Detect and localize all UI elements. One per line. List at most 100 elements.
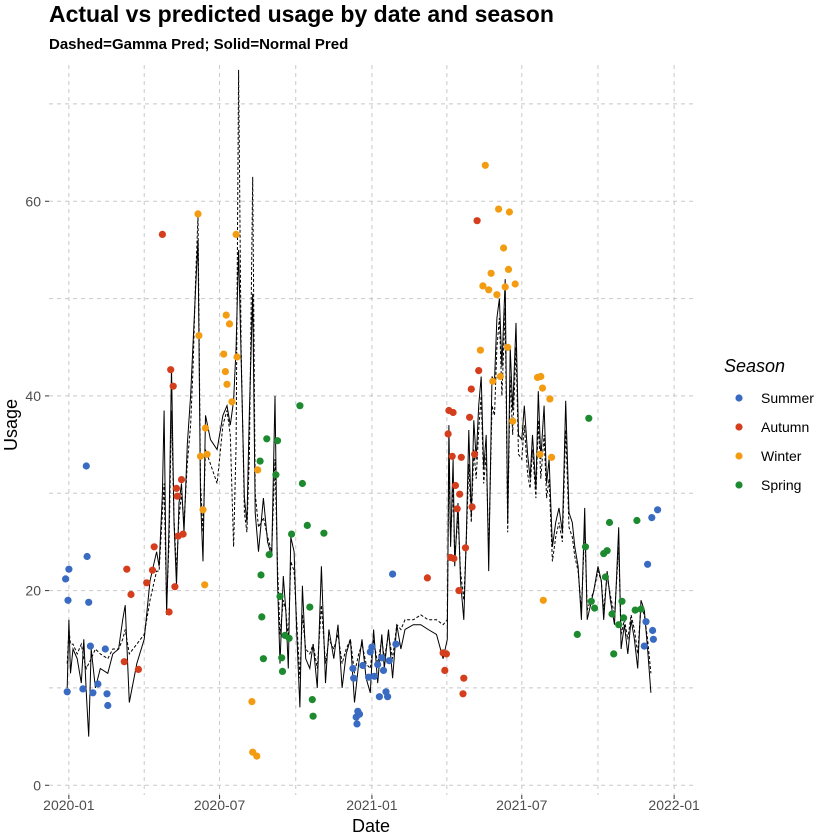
point-winter — [539, 596, 547, 604]
point-winter — [221, 368, 229, 376]
point-autumn — [165, 608, 173, 616]
point-autumn — [450, 554, 458, 563]
point-spring — [615, 621, 623, 629]
legend-key-winter — [735, 452, 743, 460]
point-autumn — [453, 505, 461, 513]
point-summer — [370, 672, 378, 680]
point-spring — [256, 457, 264, 465]
point-autumn — [169, 382, 177, 390]
point-winter — [487, 269, 495, 277]
legend-key-autumn — [735, 423, 743, 431]
point-winter — [220, 350, 228, 358]
point-summer — [359, 661, 367, 670]
point-winter — [225, 320, 234, 328]
legend-key-summer — [735, 394, 743, 402]
point-summer — [368, 643, 376, 651]
data-points — [62, 161, 662, 760]
point-winter — [222, 311, 230, 319]
point-summer — [65, 565, 73, 573]
point-summer — [640, 642, 648, 650]
legend-label-spring: Spring — [761, 477, 801, 493]
point-spring — [273, 437, 282, 445]
point-autumn — [179, 530, 187, 538]
point-winter — [495, 205, 503, 213]
point-autumn — [457, 453, 465, 461]
point-winter — [504, 343, 512, 351]
legend-title: Season — [724, 356, 785, 376]
gamma-prediction-line — [66, 69, 652, 679]
point-winter — [511, 280, 519, 288]
point-autumn — [444, 430, 452, 438]
point-autumn — [475, 367, 483, 375]
point-spring — [258, 613, 266, 621]
point-summer — [649, 635, 658, 643]
point-autumn — [172, 484, 181, 492]
point-autumn — [148, 566, 157, 574]
point-spring — [263, 435, 271, 443]
point-spring — [610, 650, 618, 658]
point-spring — [581, 543, 590, 551]
grid-lines — [49, 65, 694, 795]
legend-key-spring — [735, 481, 743, 489]
legend-label-autumn: Autumn — [761, 419, 809, 435]
point-summer — [365, 673, 373, 681]
y-axis-title: Usage — [1, 399, 21, 451]
chart-subtitle: Dashed=Gamma Pred; Solid=Normal Pred — [49, 36, 348, 53]
point-spring — [620, 614, 628, 622]
point-summer — [642, 618, 650, 626]
point-autumn — [471, 450, 479, 458]
point-spring — [573, 630, 581, 639]
point-spring — [259, 655, 267, 663]
point-summer — [384, 693, 392, 701]
point-autumn — [461, 544, 470, 552]
point-autumn — [177, 476, 186, 484]
point-winter — [253, 752, 261, 760]
point-summer — [355, 710, 364, 718]
point-spring — [265, 551, 273, 559]
legend: Season Summer Autumn Winter Spring — [724, 356, 814, 493]
point-winter — [248, 698, 256, 706]
point-spring — [320, 529, 328, 537]
point-autumn — [127, 590, 135, 599]
point-winter — [546, 395, 554, 403]
point-winter — [536, 450, 544, 458]
point-winter — [195, 332, 203, 340]
point-spring — [608, 610, 616, 618]
point-summer — [79, 685, 87, 693]
point-spring — [618, 597, 626, 605]
point-winter — [537, 372, 545, 381]
point-winter — [538, 384, 547, 392]
point-autumn — [150, 543, 158, 551]
point-spring — [276, 592, 284, 601]
point-summer — [82, 462, 90, 470]
point-spring — [278, 654, 286, 662]
point-autumn — [123, 565, 131, 573]
point-autumn — [120, 658, 128, 666]
point-summer — [85, 598, 93, 606]
point-spring — [272, 471, 280, 479]
point-autumn — [173, 492, 181, 500]
point-autumn — [167, 366, 175, 374]
point-winter — [254, 466, 262, 474]
point-spring — [605, 518, 614, 527]
x-axis-ticks: 2020-01 2020-07 2021-01 2021-07 2022-01 — [43, 795, 700, 813]
point-winter — [493, 291, 501, 299]
point-winter — [505, 208, 513, 216]
point-summer — [654, 506, 662, 514]
x-tick-label: 2021-07 — [496, 797, 548, 813]
point-autumn — [468, 503, 476, 511]
point-spring — [309, 712, 317, 720]
point-autumn — [456, 490, 464, 498]
x-tick-label: 2020-01 — [43, 797, 95, 813]
x-axis-title: Date — [352, 816, 390, 836]
x-tick-label: 2021-01 — [346, 797, 398, 813]
x-tick-label: 2020-07 — [194, 797, 246, 813]
point-winter — [201, 424, 210, 432]
point-summer — [64, 596, 72, 604]
point-spring — [285, 634, 293, 642]
y-tick-label: 40 — [25, 388, 41, 404]
point-winter — [504, 265, 513, 273]
point-summer — [644, 560, 652, 568]
